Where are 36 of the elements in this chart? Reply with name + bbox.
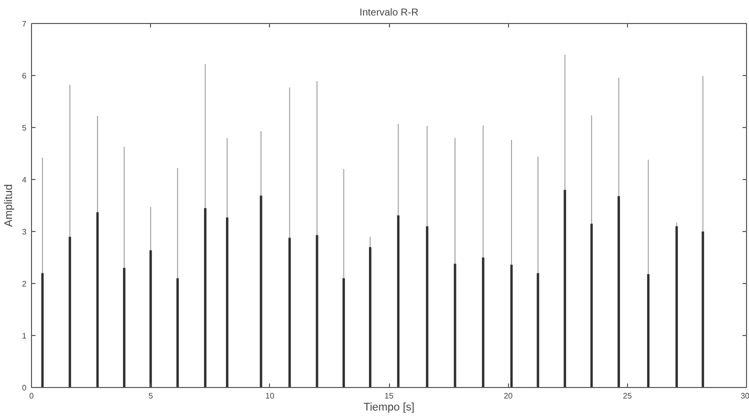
- x-axis-title: Tiempo [s]: [364, 402, 414, 414]
- bar: [426, 226, 428, 388]
- x-tick-label: 30: [740, 392, 749, 400]
- y-tick-label: 7: [22, 20, 28, 28]
- bar: [702, 232, 704, 388]
- y-tick-label: 6: [22, 72, 28, 80]
- x-tick-label: 20: [504, 392, 514, 400]
- bar: [204, 208, 206, 388]
- y-tick-label: 2: [22, 280, 28, 288]
- bar: [68, 236, 72, 388]
- bar: [368, 247, 372, 388]
- bar: [226, 217, 228, 388]
- y-tick-label: 3: [22, 228, 28, 236]
- y-tick-label: 5: [22, 124, 28, 132]
- bar: [397, 215, 400, 388]
- bar: [482, 258, 484, 388]
- bar: [647, 274, 650, 388]
- bar: [342, 278, 345, 388]
- x-tick-label: 0: [29, 392, 34, 400]
- x-tick-label: 5: [148, 392, 154, 400]
- chart-title: Intervalo R-R: [360, 8, 418, 18]
- bar: [590, 224, 593, 388]
- y-axis-title: Amplitud: [3, 184, 16, 227]
- bar: [149, 250, 152, 388]
- bar: [675, 226, 678, 388]
- y-tick-label: 1: [22, 332, 28, 340]
- bar: [123, 268, 126, 388]
- x-tick-label: 15: [384, 392, 394, 400]
- x-tick-label: 25: [622, 392, 632, 400]
- bar: [618, 196, 620, 388]
- x-tick-label: 10: [265, 392, 275, 400]
- y-tick-label: 0: [22, 384, 28, 392]
- y-tick-label: 4: [22, 176, 28, 184]
- bar: [288, 238, 291, 388]
- bar: [176, 278, 179, 388]
- bar: [564, 190, 566, 388]
